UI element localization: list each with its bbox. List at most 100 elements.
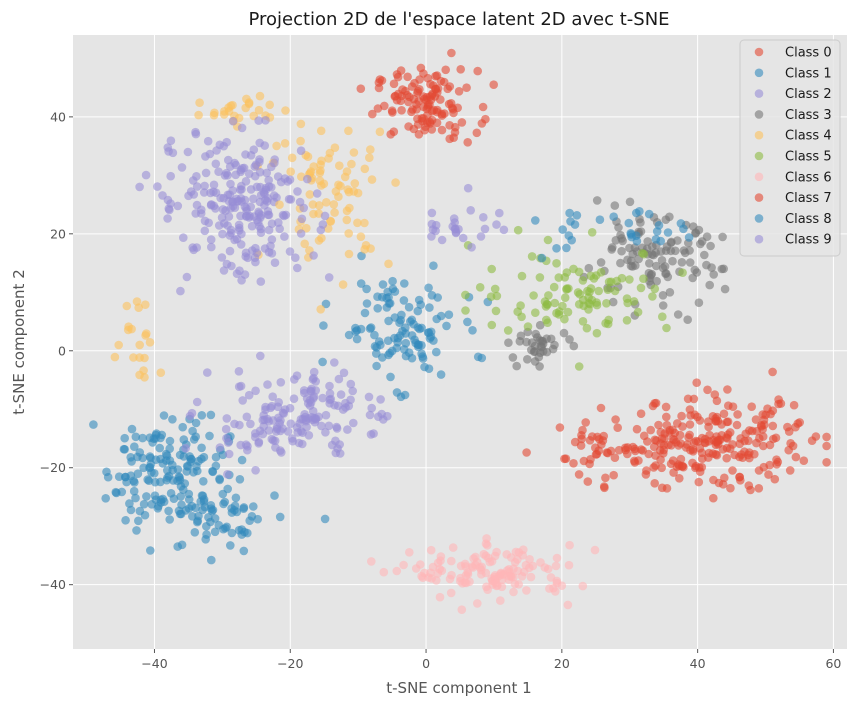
legend-label: Class 7	[785, 191, 832, 206]
data-point	[770, 474, 780, 484]
data-point	[437, 111, 447, 120]
legend-label: Class 8	[785, 212, 832, 227]
data-point	[232, 234, 242, 244]
data-point	[432, 71, 442, 80]
data-point	[694, 298, 704, 308]
data-point	[424, 283, 433, 293]
data-point	[179, 452, 189, 461]
data-point	[263, 380, 272, 389]
data-point	[301, 415, 311, 425]
class-6-points	[367, 534, 600, 614]
data-point	[342, 206, 352, 216]
data-point	[378, 353, 387, 362]
data-point	[531, 308, 540, 318]
data-point	[661, 269, 670, 279]
data-point	[388, 276, 397, 286]
data-point	[740, 447, 749, 457]
legend-marker	[754, 234, 764, 244]
data-point	[415, 324, 424, 334]
data-point	[206, 410, 216, 420]
data-point	[732, 420, 742, 430]
data-point	[267, 162, 276, 172]
data-point	[344, 229, 354, 238]
data-point	[223, 484, 232, 494]
data-point	[689, 394, 699, 404]
data-point	[791, 452, 801, 462]
data-point	[276, 378, 286, 387]
data-point	[178, 422, 187, 432]
data-point	[131, 493, 140, 503]
data-point	[695, 444, 705, 453]
data-point	[489, 80, 499, 89]
data-point	[592, 298, 601, 307]
data-point	[226, 541, 235, 550]
data-point	[454, 87, 464, 96]
data-point	[650, 479, 659, 488]
data-point	[271, 427, 281, 436]
data-point	[429, 261, 438, 271]
data-point	[182, 272, 192, 282]
data-point	[682, 440, 692, 449]
data-point	[366, 430, 376, 439]
data-point	[572, 211, 582, 220]
data-point	[249, 145, 259, 154]
data-point	[130, 478, 139, 487]
data-point	[666, 459, 676, 469]
data-point	[191, 503, 200, 513]
data-point	[309, 367, 319, 377]
legend: Class 0 Class 1 Class 2 Class 3 Class 4 Class…	[739, 39, 841, 257]
data-point	[362, 284, 371, 294]
data-point	[386, 130, 396, 139]
data-point	[400, 390, 410, 400]
data-point	[317, 233, 326, 243]
data-point	[603, 448, 613, 458]
data-point	[609, 212, 618, 221]
data-point	[691, 461, 701, 471]
data-point	[735, 472, 744, 482]
data-point	[673, 419, 682, 428]
data-point	[758, 410, 767, 419]
data-point	[203, 368, 212, 377]
data-point	[649, 463, 658, 472]
data-point	[773, 457, 783, 467]
data-point	[560, 454, 569, 464]
data-point	[654, 221, 664, 230]
data-point	[276, 446, 285, 455]
data-point	[638, 446, 647, 455]
data-point	[435, 564, 445, 574]
data-point	[286, 419, 296, 429]
data-point	[785, 466, 795, 475]
data-point	[747, 402, 756, 412]
data-point	[156, 368, 166, 378]
data-point	[543, 235, 553, 245]
data-point	[525, 555, 534, 564]
data-point	[685, 420, 695, 429]
data-point	[765, 440, 775, 450]
data-point	[537, 253, 547, 263]
data-point	[297, 214, 307, 224]
data-point	[344, 249, 354, 259]
data-point	[344, 330, 354, 340]
data-point	[594, 286, 603, 296]
data-point	[673, 310, 683, 319]
data-point	[718, 445, 728, 454]
data-point	[451, 224, 460, 234]
data-point	[356, 324, 366, 334]
data-point	[190, 528, 200, 537]
data-point	[425, 303, 434, 312]
data-point	[208, 505, 218, 515]
data-point	[473, 66, 483, 76]
data-point	[228, 186, 237, 195]
data-point	[610, 286, 620, 296]
data-point	[550, 298, 560, 308]
data-point	[397, 106, 406, 115]
data-point	[648, 292, 657, 301]
data-point	[723, 417, 733, 427]
data-point	[662, 412, 671, 422]
data-point	[254, 116, 263, 125]
data-point	[255, 155, 264, 164]
data-point	[693, 437, 703, 446]
data-point	[237, 185, 246, 194]
data-point	[462, 83, 471, 92]
data-point	[343, 185, 353, 194]
